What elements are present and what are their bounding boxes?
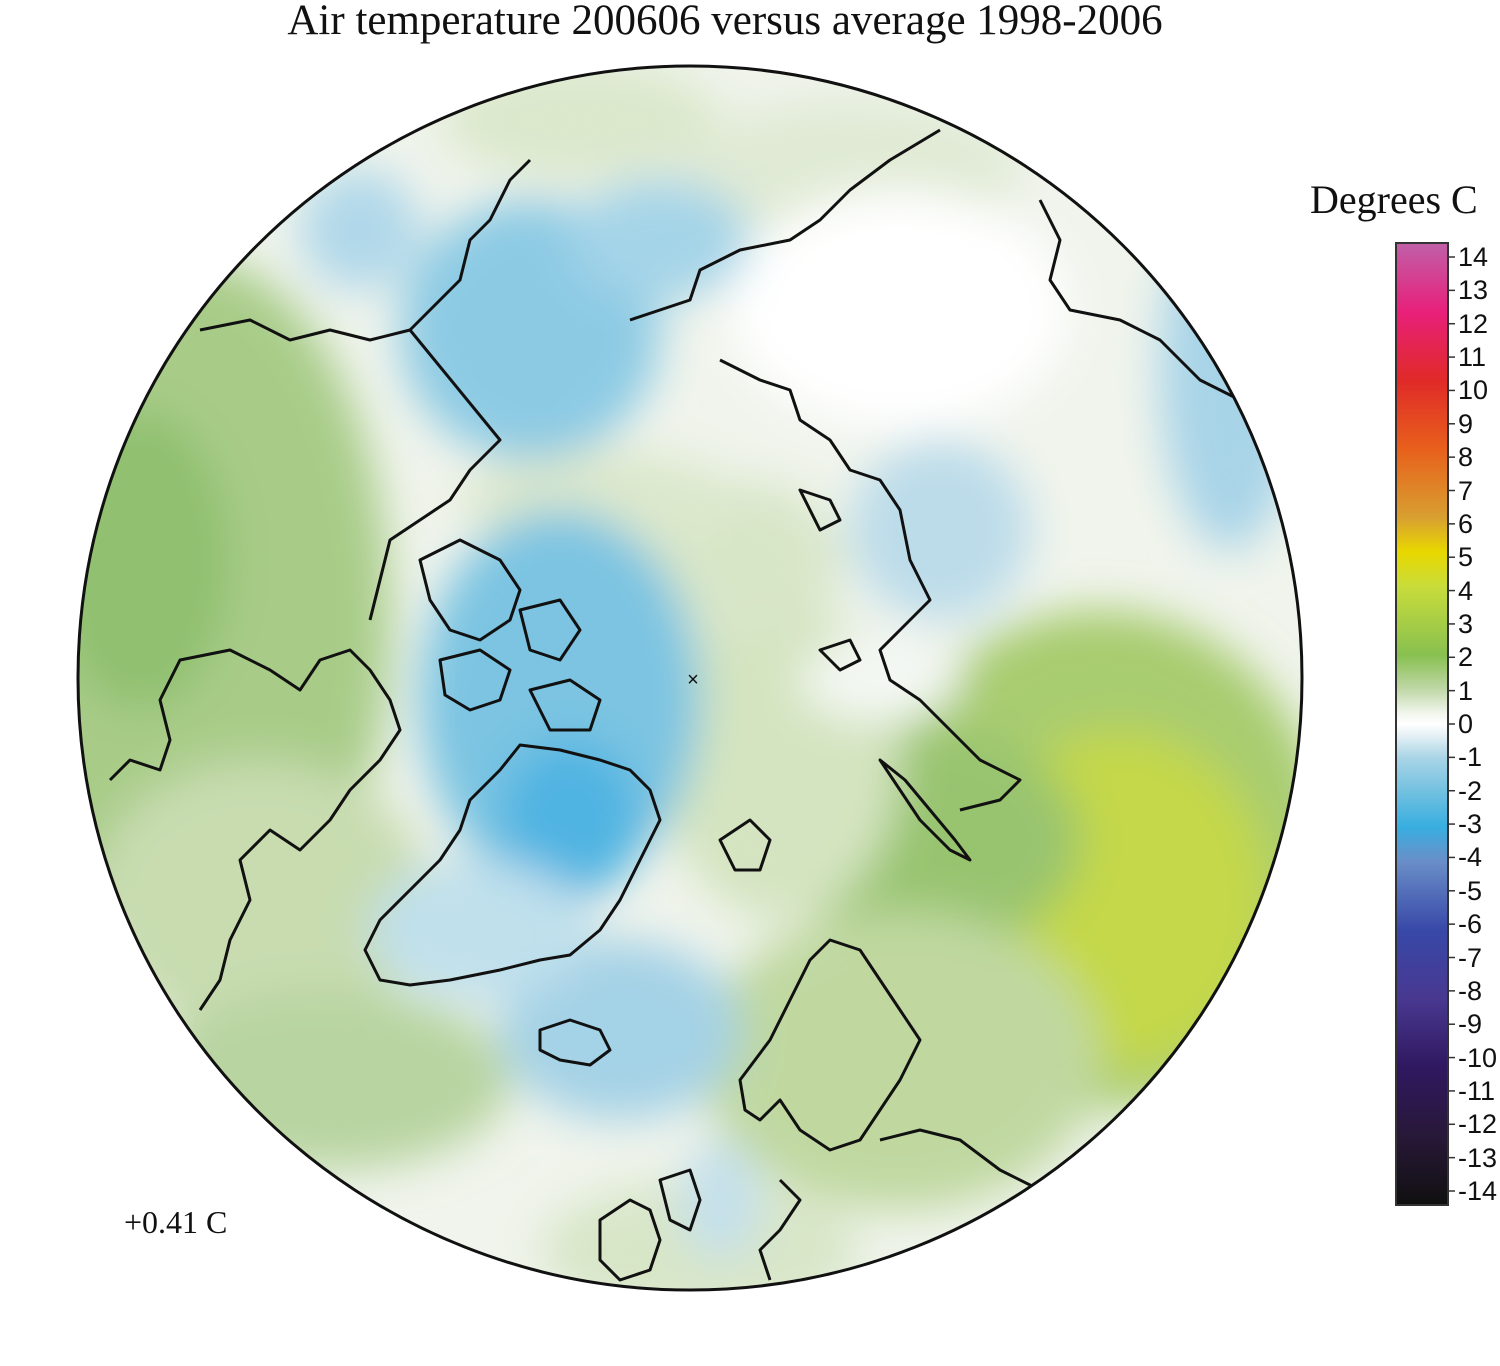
colorbar-ticks: [1448, 256, 1455, 1192]
temperature-anomaly-field: [78, 66, 1302, 1290]
novaya-zemlya-outline: [878, 758, 972, 862]
colorbar-tick-label: 0: [1458, 709, 1474, 739]
colorbar-tick-label: -10: [1458, 1042, 1498, 1073]
russia-east-outline: [1038, 199, 1262, 441]
colorbar: [1395, 242, 1455, 1206]
iceland-outline: [538, 1018, 612, 1067]
new-siberian-islands-outline: [798, 488, 862, 672]
global-mean-anomaly: +0.41 C: [124, 1204, 228, 1240]
colorbar-tick-label: 8: [1458, 442, 1474, 473]
colorbar-tick-label: 14: [1458, 242, 1489, 272]
colorbar-tick-label: -13: [1458, 1142, 1498, 1173]
colorbar-tick-label: 4: [1458, 575, 1474, 606]
colorbar-tick-label: 2: [1458, 642, 1474, 673]
greenland-outline: [363, 743, 662, 987]
canada-arctic-coast: [368, 329, 502, 621]
scandinavia-outline: [738, 938, 922, 1152]
colorbar-tick-label: 5: [1458, 542, 1474, 573]
alaska-outline: [199, 158, 532, 342]
north-america-outline: [108, 648, 402, 1011]
svalbard-outline: [718, 818, 772, 872]
colorbar-tick-label: -9: [1458, 1009, 1483, 1040]
globe-outline: [76, 64, 1304, 1292]
colorbar-tick-label: 11: [1458, 342, 1487, 373]
colorbar-tick-label: -6: [1458, 909, 1483, 940]
colorbar-tick-label: 10: [1458, 375, 1489, 406]
colorbar-tick-label: -12: [1458, 1109, 1498, 1140]
siberia-outline: [629, 128, 1022, 812]
colorbar-units-label: Degrees C: [1310, 177, 1478, 222]
colorbar-tick-label: 6: [1458, 508, 1474, 539]
colorbar-tick-label: -5: [1458, 875, 1483, 906]
colorbar-tick-label: -2: [1458, 775, 1483, 806]
colorbar-tick-label: 1: [1458, 675, 1474, 706]
colorbar-fill: [1396, 243, 1448, 1205]
colorbar-tick-label: -1: [1458, 742, 1483, 773]
map-title: Air temperature 200606 versus average 19…: [287, 0, 1163, 44]
colorbar-tick-label: -7: [1458, 942, 1483, 973]
colorbar-tick-label: -8: [1458, 975, 1483, 1006]
colorbar-tick-label: -4: [1458, 842, 1483, 873]
colorbar-tick-label: 12: [1458, 308, 1489, 339]
colorbar-tick-label: -11: [1458, 1075, 1496, 1106]
pole-marker: ×: [687, 669, 699, 691]
canadian-archipelago-outline: [418, 538, 602, 732]
colorbar-tick-label: 3: [1458, 608, 1474, 639]
colorbar-tick-label: 13: [1458, 275, 1489, 306]
colorbar-tick-label: -3: [1458, 809, 1483, 840]
colorbar-tick-label: -14: [1458, 1176, 1498, 1206]
colorbar-tick-label: 7: [1458, 475, 1474, 506]
british-isles-outline: [598, 1168, 702, 1282]
coastlines: [108, 128, 1262, 1282]
colorbar-tick-label: 9: [1458, 408, 1474, 439]
